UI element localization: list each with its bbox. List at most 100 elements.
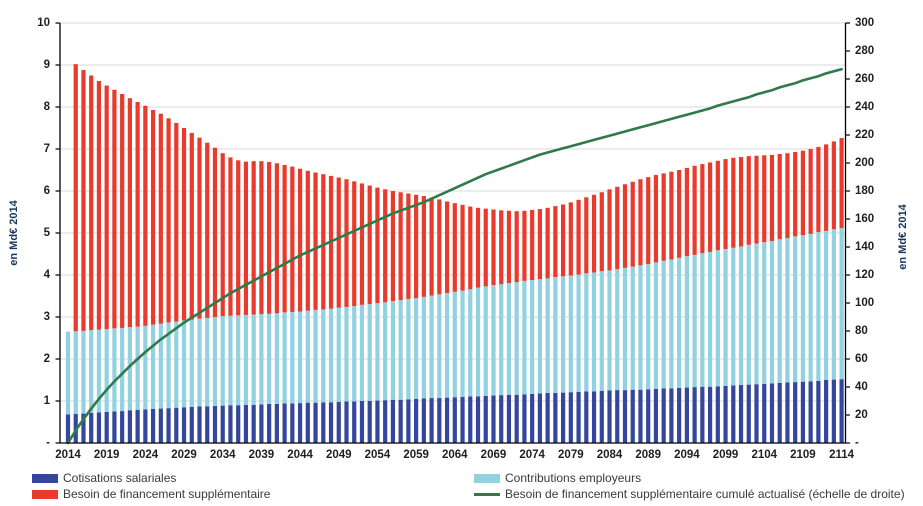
left-axis-title: en Md€ 2014 [8, 200, 20, 266]
bar-segment [475, 396, 481, 443]
bar-segment [290, 311, 295, 404]
bar-segment [321, 309, 326, 403]
bar-segment [460, 204, 465, 291]
bar-segment [824, 144, 829, 231]
bar-segment [785, 382, 790, 443]
bar-segment [236, 315, 241, 406]
bar-segment [73, 331, 78, 415]
bar-segment [135, 409, 140, 443]
bar-segment [506, 394, 512, 443]
bar-segment [212, 317, 218, 407]
bar-segment [522, 394, 527, 443]
bar-segment [189, 133, 194, 320]
bar-segment [506, 210, 512, 283]
bar-segment [824, 230, 829, 380]
bar-segment [282, 312, 287, 404]
bar-segment [545, 207, 550, 279]
bar-segment [406, 193, 411, 299]
left-axis-tick-label: 9 [43, 59, 50, 71]
legend-swatch-besoin-financement [32, 489, 58, 499]
bar-segment [731, 385, 736, 443]
bar-segment [104, 411, 109, 443]
bar-segment [414, 298, 419, 399]
bar-segment [344, 306, 349, 402]
bar-segment [723, 248, 728, 386]
bar-segment [731, 247, 736, 386]
bar-segment [313, 309, 318, 403]
bar-segment [816, 380, 821, 443]
bar-segment [65, 414, 71, 443]
bar-segment [143, 409, 148, 443]
bar-segment [352, 181, 357, 307]
bar-segment [150, 109, 156, 325]
bar-segment [290, 166, 295, 312]
bar-segment [584, 273, 589, 392]
bar-segment [514, 282, 519, 395]
right-axis-tick-label: 220 [855, 129, 875, 141]
bar-segment [646, 177, 651, 265]
bar-segment [228, 405, 233, 443]
bar-segment [205, 317, 210, 407]
bar-segment [212, 147, 218, 317]
bar-segment [81, 70, 86, 331]
bar-segment [491, 209, 496, 286]
bar-segment [89, 412, 94, 443]
bar-segment [591, 194, 597, 273]
bar-segment [166, 118, 171, 323]
bar-segment [615, 269, 620, 391]
bar-segment [599, 390, 604, 443]
bar-segment [700, 253, 705, 387]
bar-segment [305, 402, 310, 443]
bar-segment [653, 262, 659, 389]
bar-segment [228, 315, 233, 406]
bar-segment [460, 290, 465, 397]
bar-segment [568, 275, 573, 393]
bar-segment [762, 383, 767, 443]
bar-segment [677, 257, 682, 388]
bar-segment [375, 400, 380, 443]
bar-segment [545, 278, 550, 394]
bar-segment [638, 265, 643, 390]
bar-segment [669, 259, 674, 389]
bar-segment [89, 75, 94, 331]
bar-segment [297, 168, 303, 312]
bar-segment [491, 395, 496, 443]
bar-segment [181, 320, 187, 408]
bar-segment [468, 396, 473, 443]
bar-segment [499, 210, 504, 285]
bar-segment [777, 382, 782, 443]
legend-label: Contributions employeurs [505, 471, 642, 485]
bar-segment [793, 236, 798, 383]
bar-segment [359, 183, 365, 305]
bar-segment [553, 206, 558, 278]
bar-segment [800, 235, 806, 382]
right-axis-tick-label: 140 [855, 241, 875, 253]
right-axis-tick-label: 180 [855, 185, 875, 197]
bar-segment [112, 328, 117, 412]
bar-segment [127, 410, 132, 443]
bar-segment [259, 314, 264, 405]
bar-segment [367, 185, 372, 304]
bar-segment [591, 391, 597, 443]
bar-segment [243, 161, 249, 315]
bar-segment [677, 387, 682, 443]
bar-segment [166, 408, 171, 443]
bar-segment [584, 391, 589, 443]
bar-segment [630, 389, 635, 443]
bar-segment [769, 240, 775, 384]
bar-segment [731, 157, 736, 248]
bar-segment [684, 387, 689, 443]
bar-segment [73, 64, 78, 332]
x-axis-tick-label: 2079 [558, 449, 584, 461]
x-axis-tick-label: 2059 [403, 449, 429, 461]
bar-segment [297, 403, 303, 443]
bar-segment [243, 404, 249, 443]
bar-segment [785, 153, 790, 239]
bar-segment [166, 322, 171, 409]
cumulative-line [66, 67, 843, 445]
bar-segment [684, 256, 689, 388]
bar-segment [390, 399, 396, 443]
x-axis-tick-label: 2089 [635, 449, 661, 461]
bar-segment [777, 239, 782, 383]
bar-segment [746, 244, 751, 385]
